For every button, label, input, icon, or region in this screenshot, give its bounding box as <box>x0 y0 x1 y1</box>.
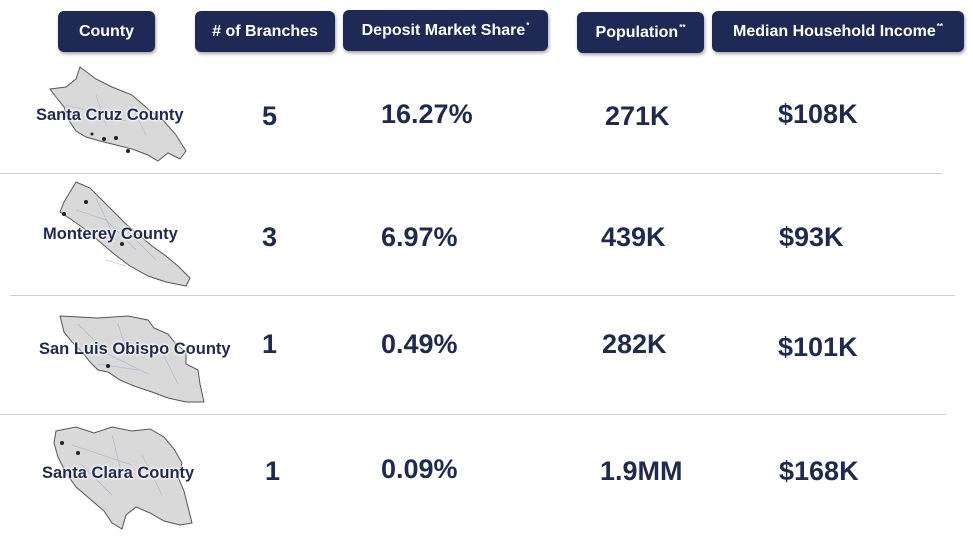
branches-value: 1 <box>265 456 281 486</box>
header-county: County <box>58 11 155 52</box>
header-population-footnote-mark: ** <box>679 23 686 32</box>
branches-value: 3 <box>262 222 278 252</box>
county-name: Monterey County <box>43 225 178 243</box>
population-value: 1.9MM <box>600 456 683 486</box>
county-name: San Luis Obispo County <box>39 340 231 358</box>
income-value: $93K <box>779 222 844 252</box>
header-deposit-label: Deposit Market Share <box>361 21 526 39</box>
county-name: Santa Clara County <box>42 464 195 482</box>
county-name: Santa Cruz County <box>36 106 184 124</box>
row-divider <box>0 414 946 415</box>
deposit-share-value: 6.97% <box>381 222 458 252</box>
monterey-county-map <box>59 181 191 287</box>
santa-clara-county-map <box>53 426 193 530</box>
row-divider <box>10 295 955 296</box>
header-income-footnote-mark: ** <box>936 22 943 31</box>
header-county-label: County <box>78 22 135 40</box>
deposit-share-value: 0.49% <box>381 329 458 359</box>
san-luis-obispo-county-map <box>59 315 205 403</box>
income-value: $168K <box>779 456 859 486</box>
population-value: 271K <box>605 101 670 131</box>
header-branches-label: # of Branches <box>212 22 318 40</box>
branches-value: 5 <box>262 101 278 131</box>
header-income-label: Median Household Income <box>733 22 936 40</box>
population-value: 439K <box>601 222 666 252</box>
header-population: Population ** <box>577 12 704 53</box>
header-population-label: Population <box>595 23 679 41</box>
santa-cruz-county-map <box>49 66 187 162</box>
deposit-share-value: 0.09% <box>381 454 458 484</box>
branches-value: 1 <box>262 329 278 359</box>
population-value: 282K <box>602 329 667 359</box>
row-divider <box>0 173 942 174</box>
income-value: $108K <box>778 99 858 129</box>
deposit-share-value: 16.27% <box>381 99 473 129</box>
header-deposit-market-share: Deposit Market Share * <box>343 10 548 51</box>
header-median-household-income: Median Household Income ** <box>712 11 964 52</box>
income-value: $101K <box>778 332 858 362</box>
header-deposit-footnote-mark: * <box>526 21 530 30</box>
header-branches: # of Branches <box>195 11 335 52</box>
